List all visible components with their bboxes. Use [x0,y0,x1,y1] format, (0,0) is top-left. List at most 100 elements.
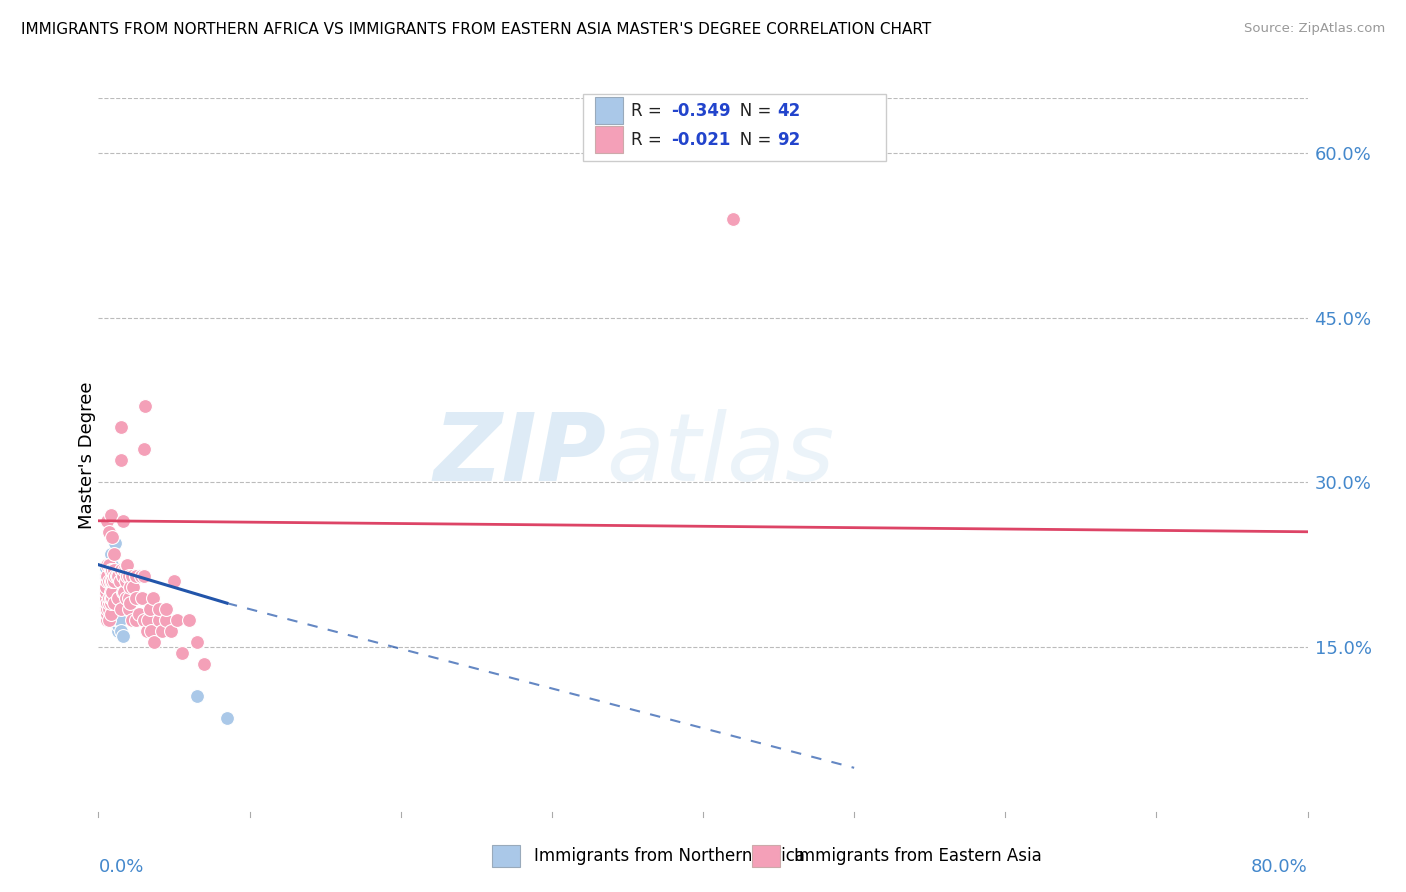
Point [111,514,134,528]
Point [101,574,124,589]
Point [114,574,136,589]
Point [118,591,141,605]
Point [120,580,142,594]
Point [148,613,170,627]
Point [100,552,122,566]
Point [120,596,142,610]
Point [193,657,215,671]
Point [128,607,150,621]
Point [129,568,152,582]
Point [100,596,122,610]
Point [135,624,157,638]
Text: 42: 42 [778,103,801,120]
Point [166,613,188,627]
Point [112,563,135,577]
Point [101,568,124,582]
Point [100,563,122,577]
Point [100,585,122,599]
Point [131,591,153,605]
Point [121,613,143,627]
Point [134,399,156,413]
Point [100,574,122,589]
Point [112,585,135,599]
Point [104,591,127,605]
Point [96,613,118,627]
Point [160,624,183,638]
Point [114,568,136,582]
Point [94,591,117,605]
Point [100,508,122,523]
Point [179,613,201,627]
Point [94,580,117,594]
Point [108,574,131,589]
Point [103,601,125,615]
Point [186,690,208,704]
Text: atlas: atlas [606,409,835,500]
Point [114,591,136,605]
Text: Immigrants from Eastern Asia: Immigrants from Eastern Asia [794,847,1042,865]
Point [122,580,145,594]
Point [96,514,118,528]
Point [105,568,128,582]
Point [142,591,165,605]
Point [111,568,134,582]
Point [104,613,127,627]
Point [103,563,125,577]
Point [110,624,132,638]
Text: 80.0%: 80.0% [1251,858,1308,876]
Point [94,568,117,582]
Point [170,646,193,660]
Point [98,591,121,605]
Point [125,613,148,627]
Text: Source: ZipAtlas.com: Source: ZipAtlas.com [1244,22,1385,36]
Point [101,563,124,577]
Point [110,453,132,467]
Text: ZIP: ZIP [433,409,606,501]
Y-axis label: Master's Degree: Master's Degree [79,381,96,529]
Point [215,711,238,725]
Point [723,211,745,226]
Point [101,558,124,572]
Point [111,629,134,643]
Point [103,568,125,582]
Point [108,613,131,627]
Point [141,613,163,627]
Point [101,580,124,594]
Point [186,634,208,648]
Point [107,618,129,632]
Point [121,568,143,582]
Point [101,585,124,599]
Text: R =: R = [631,103,668,120]
Point [105,613,128,627]
Point [96,574,118,589]
Point [118,568,141,582]
Point [98,558,121,572]
Point [94,585,117,599]
Point [103,563,125,577]
Point [114,563,136,577]
Point [107,624,129,638]
Point [110,563,132,577]
Point [98,596,121,610]
Point [125,568,148,582]
Point [110,420,132,434]
Point [132,613,155,627]
Point [98,524,121,539]
Point [96,558,118,572]
Point [118,568,141,582]
Point [103,574,125,589]
Point [94,601,117,615]
Point [163,574,186,589]
Point [94,561,117,575]
Text: -0.349: -0.349 [671,103,730,120]
Point [98,613,121,627]
Point [143,634,166,648]
Point [107,591,129,605]
Point [98,580,121,594]
Point [101,591,124,605]
Text: R =: R = [631,131,668,149]
Point [101,530,124,544]
Point [107,613,129,627]
Point [132,442,155,457]
Text: 92: 92 [778,131,801,149]
